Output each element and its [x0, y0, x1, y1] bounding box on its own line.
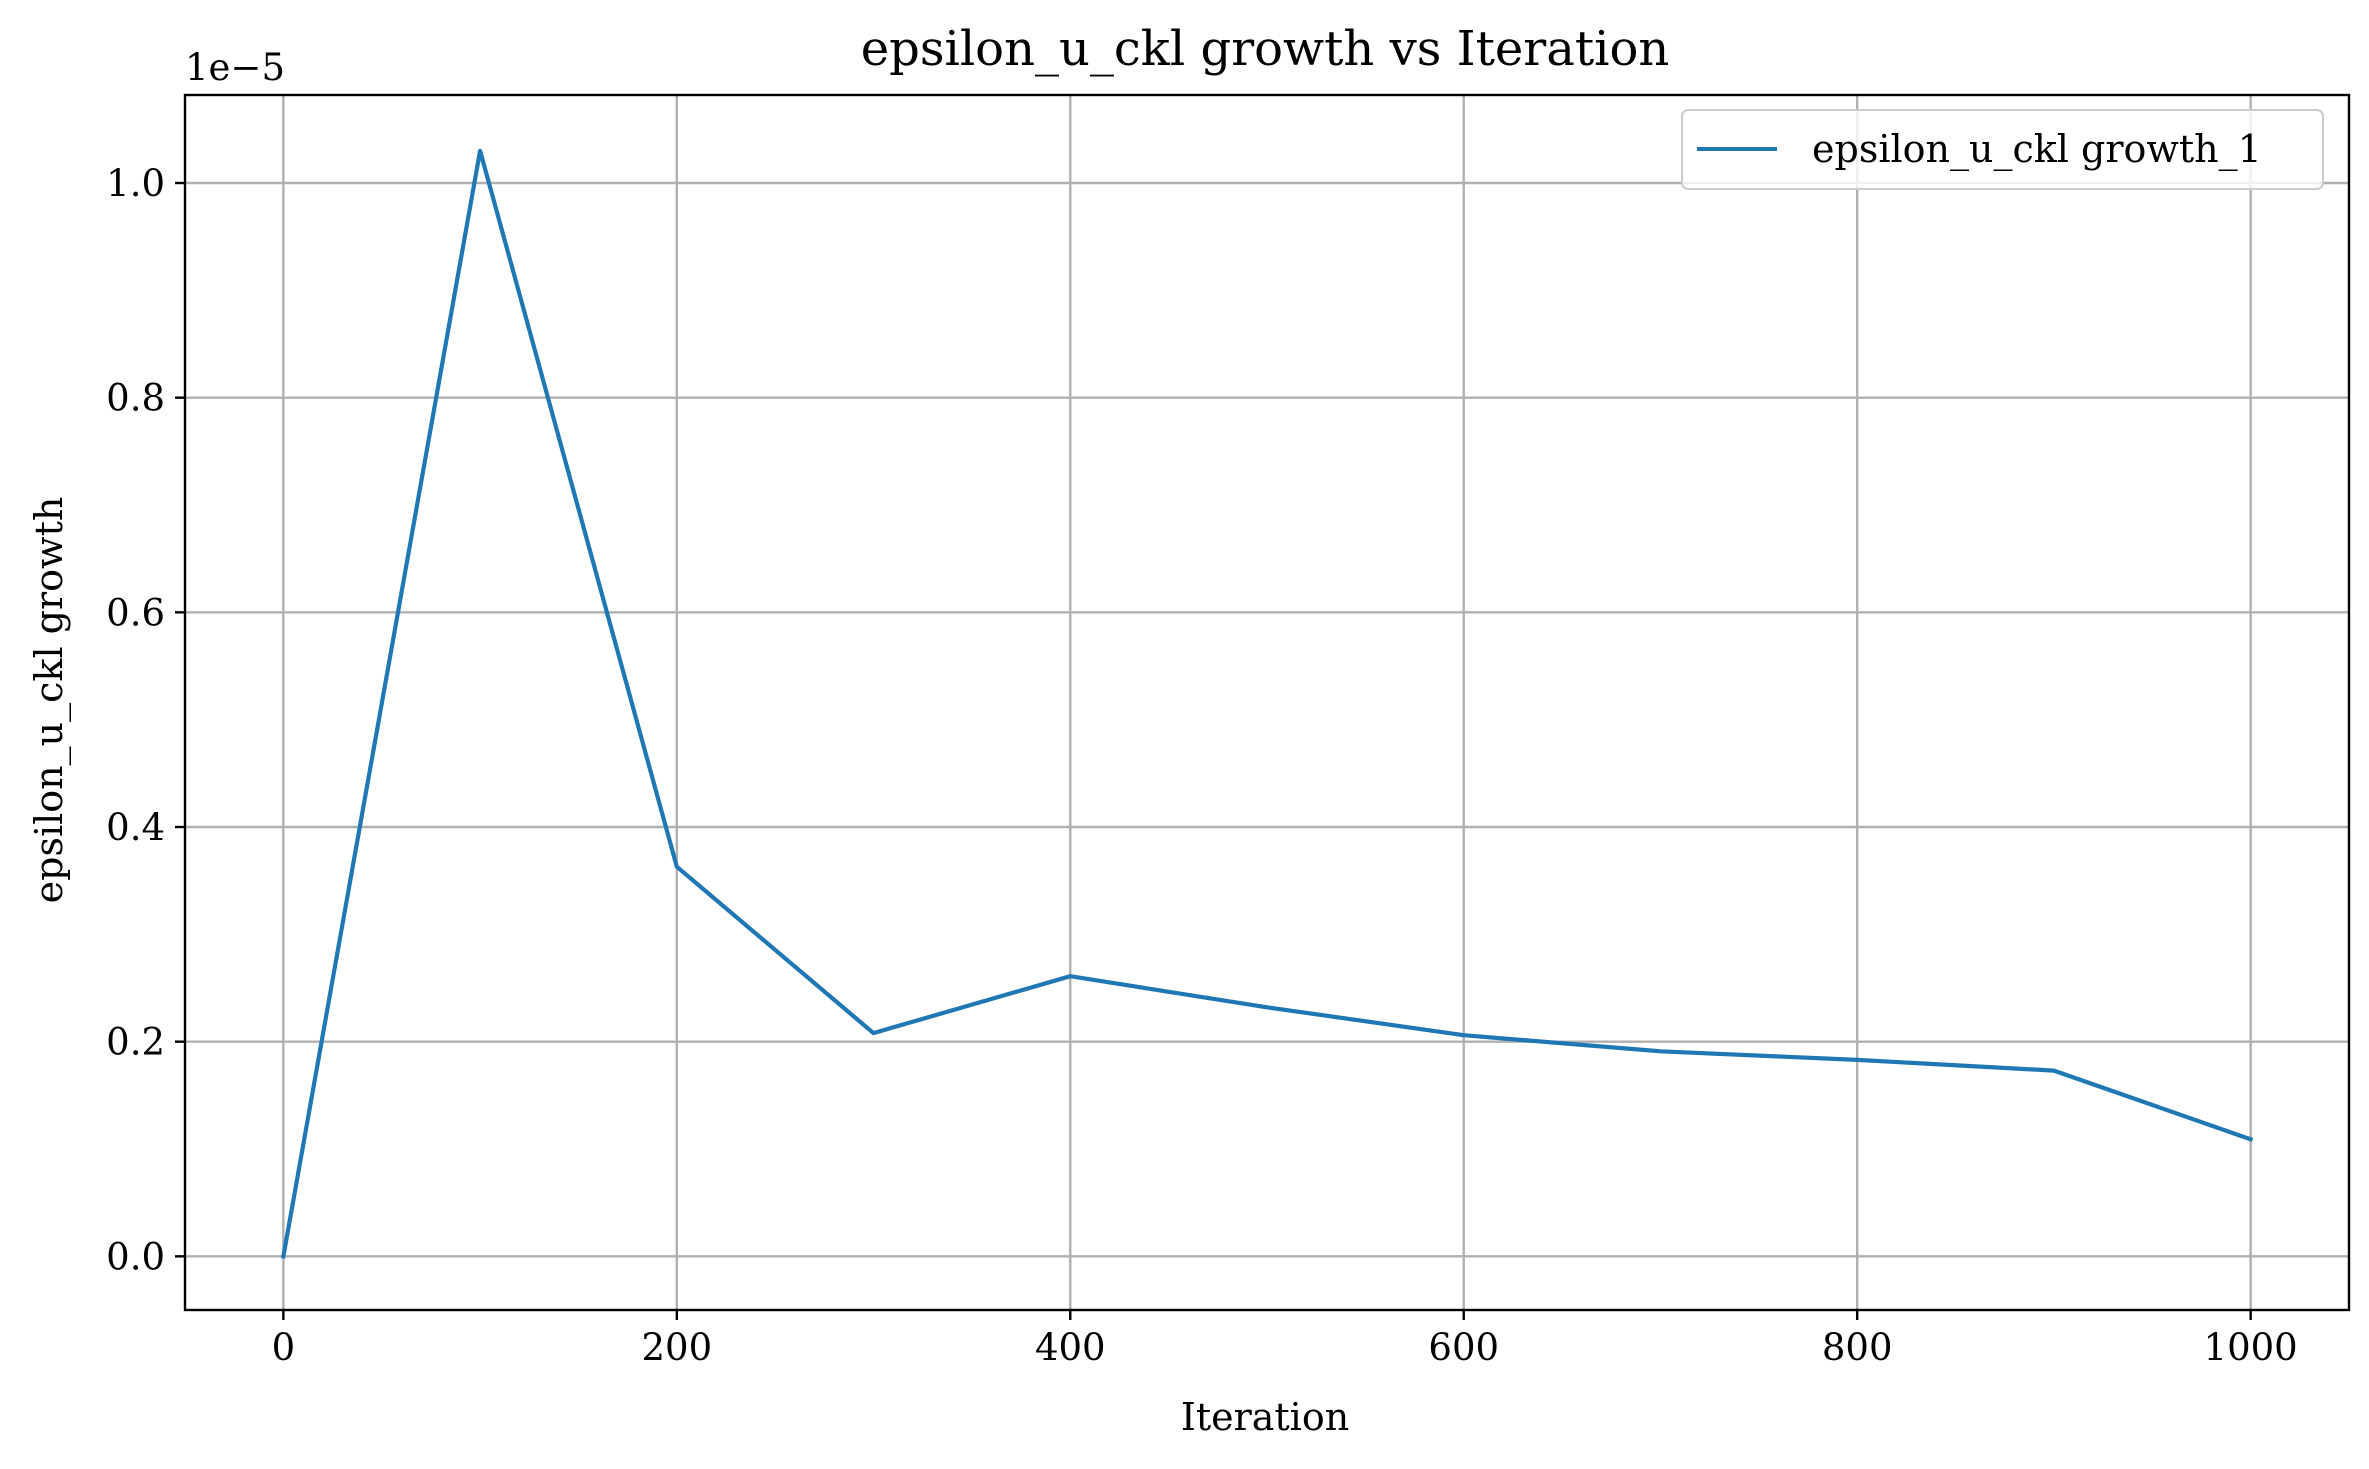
- y-tick-label: 1.0: [106, 162, 165, 205]
- x-axis-label: Iteration: [1181, 1395, 1349, 1439]
- y-tick-label: 0.2: [106, 1021, 165, 1064]
- legend-box: [1681, 109, 2324, 190]
- x-tick-label: 600: [1428, 1326, 1499, 1369]
- legend-label: epsilon_u_ckl growth_1: [1812, 127, 2262, 172]
- x-tick-label: 400: [1035, 1326, 1106, 1369]
- x-tick-labels: 0 200 400 600 800 1000: [272, 1326, 2298, 1369]
- x-tick-label: 800: [1822, 1326, 1893, 1369]
- tick-marks: [175, 181, 2252, 1320]
- x-tick-label: 0: [272, 1326, 296, 1369]
- y-tick-label: 0.4: [106, 806, 165, 849]
- grid-lines: [185, 95, 2349, 1310]
- series-line: [280, 148, 2254, 1259]
- y-tick-label: 0.8: [106, 377, 165, 420]
- y-tick-label: 0.0: [106, 1235, 165, 1278]
- chart-title: epsilon_u_ckl growth vs Iteration: [861, 21, 1670, 77]
- y-tick-labels: 0.0 0.2 0.4 0.6 0.8 1.0: [106, 162, 165, 1278]
- legend: epsilon_u_ckl growth_1: [1681, 109, 2324, 190]
- y-axis-label: epsilon_u_ckl growth: [27, 497, 72, 904]
- y-tick-label: 0.6: [106, 591, 165, 634]
- y-offset-label: 1e−5: [185, 46, 285, 89]
- x-tick-label: 200: [642, 1326, 713, 1369]
- series-layer: [280, 148, 2254, 1259]
- plot-frame: [183, 93, 2351, 1312]
- x-tick-label: 1000: [2204, 1326, 2298, 1369]
